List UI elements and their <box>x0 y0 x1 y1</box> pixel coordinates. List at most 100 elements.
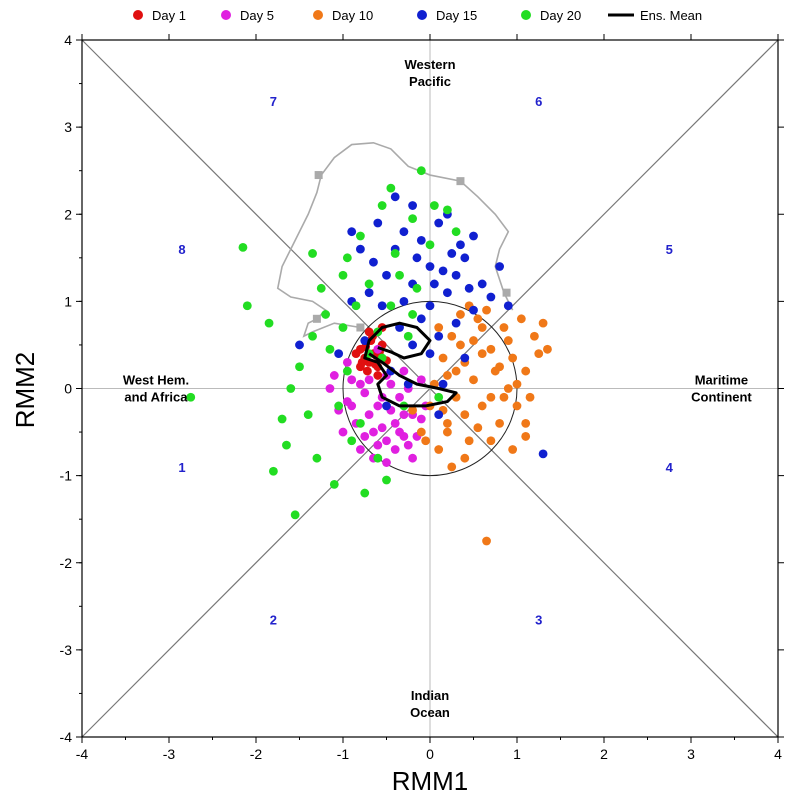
point-day-10 <box>469 375 478 385</box>
point-day-15 <box>334 349 344 359</box>
point-day-5 <box>347 375 357 385</box>
y-tick-label: 4 <box>64 32 72 48</box>
point-day-1 <box>362 366 372 376</box>
point-day-5 <box>356 445 365 454</box>
point-day-10 <box>451 366 461 376</box>
point-day-15 <box>438 266 448 276</box>
point-day-15 <box>382 270 391 280</box>
point-day-10 <box>477 401 487 411</box>
legend-marker <box>221 10 231 20</box>
point-day-10 <box>525 392 535 402</box>
point-day-20 <box>382 475 391 485</box>
point-day-10 <box>499 323 509 332</box>
point-day-20 <box>416 166 426 176</box>
point-day-10 <box>473 423 483 433</box>
point-day-20 <box>303 410 313 420</box>
point-day-15 <box>460 353 470 363</box>
point-day-15 <box>434 410 444 420</box>
point-day-10 <box>408 405 417 415</box>
point-day-15 <box>464 283 474 293</box>
point-day-5 <box>342 357 352 367</box>
point-day-10 <box>456 340 465 350</box>
x-tick-label: 1 <box>513 746 521 762</box>
point-day-10 <box>473 314 483 324</box>
scatter-points <box>186 166 552 546</box>
point-day-10 <box>486 344 496 354</box>
phase-label: 7 <box>270 94 277 109</box>
point-day-15 <box>382 401 391 411</box>
ensemble-mean-track <box>363 321 458 408</box>
legend-marker <box>133 10 143 20</box>
point-day-20 <box>290 510 300 520</box>
point-day-10 <box>464 436 474 446</box>
point-day-15 <box>425 349 435 359</box>
point-day-10 <box>508 353 518 363</box>
point-day-5 <box>403 440 413 450</box>
point-day-5 <box>373 440 383 450</box>
point-day-10 <box>486 392 496 402</box>
point-day-15 <box>443 288 452 298</box>
point-day-15 <box>369 257 378 267</box>
point-day-5 <box>347 401 357 411</box>
region-label-line: Western <box>404 57 455 72</box>
point-day-5 <box>325 384 335 393</box>
point-day-20 <box>242 301 252 311</box>
point-day-10 <box>495 418 504 428</box>
point-day-20 <box>451 227 461 237</box>
point-day-10 <box>512 401 522 411</box>
point-day-10 <box>416 427 426 437</box>
region-and-phase-labels: Western Pacific Indian Ocean West Hem. and Af… <box>123 57 753 720</box>
legend: Day 1 Day 5 Day 10 Day 15 Day 20 Ens. Mean <box>133 8 702 23</box>
phase-label: 6 <box>535 94 542 109</box>
point-day-10 <box>477 349 487 359</box>
point-day-15 <box>360 336 370 345</box>
point-day-10 <box>443 427 452 437</box>
point-day-10 <box>495 362 504 372</box>
point-day-15 <box>425 262 435 271</box>
point-day-15 <box>416 235 426 245</box>
point-day-10 <box>534 349 544 359</box>
point-day-5 <box>399 410 409 420</box>
reference-track-marker <box>456 177 465 186</box>
region-label-line: and Africa <box>124 390 188 405</box>
point-day-20 <box>308 331 317 341</box>
phase-label: 5 <box>666 242 673 257</box>
point-day-15 <box>416 314 426 324</box>
point-day-10 <box>486 436 496 446</box>
point-day-5 <box>360 432 370 441</box>
x-tick-label: -1 <box>337 746 350 762</box>
diagonal-and-center-lines <box>81 39 779 738</box>
ensemble-mean-line <box>363 321 458 408</box>
point-day-20 <box>412 283 422 293</box>
point-day-1 <box>356 362 365 372</box>
point-day-15 <box>434 218 444 228</box>
point-day-15 <box>495 262 504 271</box>
point-day-20 <box>434 392 444 402</box>
point-day-10 <box>482 305 491 315</box>
point-day-5 <box>395 392 404 402</box>
point-day-10 <box>512 379 522 389</box>
y-tick-label: -4 <box>60 729 73 745</box>
point-day-20 <box>429 201 439 210</box>
phase-label: 4 <box>666 460 674 475</box>
point-day-15 <box>390 192 400 202</box>
point-day-20 <box>186 392 196 402</box>
legend-marker <box>521 10 531 20</box>
point-day-10 <box>469 336 478 345</box>
point-day-20 <box>286 384 296 393</box>
point-day-20 <box>395 270 404 280</box>
point-day-10 <box>508 445 518 454</box>
point-day-10 <box>503 384 513 393</box>
reference-track-line <box>276 141 514 338</box>
region-label-line: Pacific <box>409 74 451 89</box>
phase-label: 8 <box>178 242 185 257</box>
y-tick-label: -3 <box>60 642 73 658</box>
y-tick-label: -2 <box>60 555 73 571</box>
point-day-20 <box>316 283 326 293</box>
point-day-20 <box>390 249 400 258</box>
region-label-line: Maritime <box>695 373 748 388</box>
point-day-20 <box>356 231 365 241</box>
point-day-15 <box>538 449 548 459</box>
point-day-5 <box>390 445 400 454</box>
point-day-10 <box>482 536 491 546</box>
